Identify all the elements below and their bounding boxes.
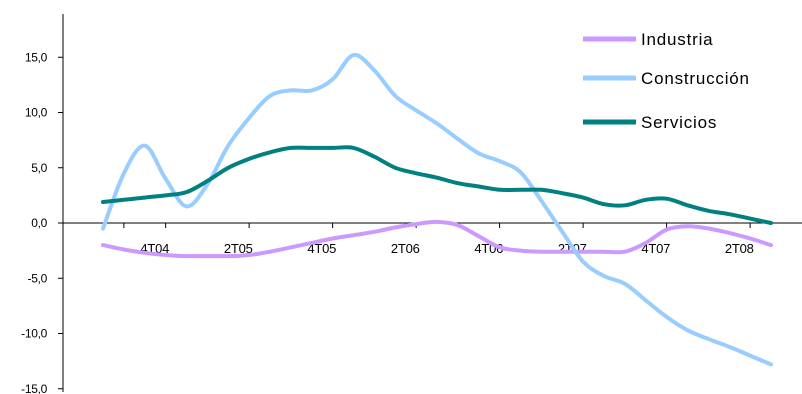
- x-axis-ticks: 4T04 2T05 4T05 2T06 4T06 2T07 4T07 2T08: [123, 223, 754, 256]
- legend-label-industria: Industria: [641, 30, 713, 49]
- y-axis-ticks: 15,0 10,0 5,0 0,0 -5,0 -10,0 -15,0: [21, 50, 63, 394]
- x-tick-label: 2T05: [224, 241, 253, 256]
- y-tick-label: 15,0: [25, 50, 48, 64]
- y-tick-label: -15,0: [21, 382, 47, 394]
- legend-label-servicios: Servicios: [641, 113, 717, 132]
- y-tick-label: -10,0: [21, 327, 47, 341]
- y-tick-label: -5,0: [28, 271, 48, 285]
- y-tick-label: 5,0: [31, 161, 47, 175]
- x-tick-label: 2T06: [391, 241, 420, 256]
- x-tick-label: 4T07: [641, 241, 670, 256]
- series-line-construccion: [101, 52, 773, 367]
- series-lines: [101, 52, 773, 367]
- series-line-servicios: [101, 145, 773, 225]
- series-line-industria: [101, 219, 773, 259]
- legend: Industria Construcción Servicios: [583, 30, 750, 132]
- legend-label-construccion: Construcción: [641, 69, 750, 88]
- y-tick-label: 10,0: [25, 106, 48, 120]
- x-tick-label: 2T08: [725, 241, 754, 256]
- x-tick-label: 4T05: [307, 241, 336, 256]
- y-tick-label: 0,0: [31, 216, 47, 230]
